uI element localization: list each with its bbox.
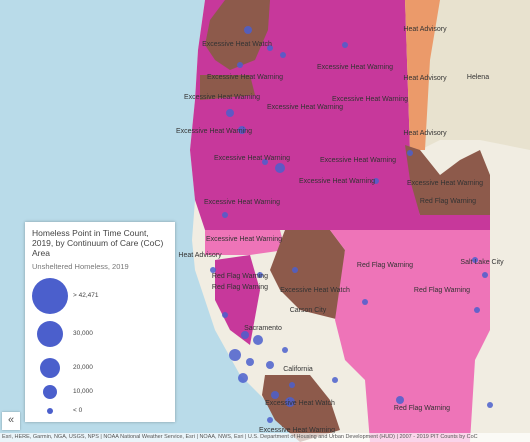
bubble bbox=[237, 62, 243, 68]
map-label: Red Flag Warning bbox=[414, 287, 470, 294]
city-label: Sacramento bbox=[244, 325, 282, 332]
map-label: Heat Advisory bbox=[403, 130, 447, 137]
bubble bbox=[280, 52, 286, 58]
bubble bbox=[266, 361, 274, 369]
map-label: Excessive Heat Warning bbox=[259, 427, 335, 434]
bubble bbox=[342, 42, 348, 48]
legend: Homeless Point in Time Count, 2019, by C… bbox=[25, 222, 175, 422]
collapse-button[interactable]: « bbox=[2, 412, 20, 430]
legend-symbol bbox=[40, 358, 60, 378]
heat-watch-area bbox=[200, 75, 255, 100]
legend-title: Homeless Point in Time Count, 2019, by C… bbox=[32, 228, 164, 258]
map-label: Excessive Heat Warning bbox=[299, 178, 375, 185]
bubble bbox=[482, 272, 488, 278]
red-flag-area bbox=[330, 230, 490, 442]
map-labels: Excessive Heat Watch Heat Advisory Exces… bbox=[176, 26, 504, 434]
legend-label: 10,000 bbox=[73, 388, 93, 395]
map-label: Excessive Heat Warning bbox=[207, 74, 283, 81]
bubble bbox=[238, 126, 246, 134]
bubble bbox=[210, 267, 216, 273]
map-label: Excessive Heat Warning bbox=[214, 155, 290, 162]
map-label: Excessive Heat Warning bbox=[267, 104, 343, 111]
legend-symbol bbox=[47, 408, 53, 414]
heat-watch-area bbox=[405, 145, 490, 215]
bubble bbox=[262, 159, 268, 165]
bubble bbox=[271, 391, 279, 399]
bubble bbox=[373, 178, 379, 184]
map-label: Red Flag Warning bbox=[212, 284, 268, 291]
map-label: Excessive Heat Warning bbox=[320, 157, 396, 164]
map-label: Excessive Heat Warning bbox=[184, 94, 260, 101]
legend-symbol bbox=[43, 385, 57, 399]
map-label: Red Flag Warning bbox=[357, 262, 413, 269]
bubble bbox=[267, 45, 273, 51]
heat-watch-area bbox=[270, 230, 345, 320]
bubble bbox=[222, 312, 228, 318]
heat-warning-area bbox=[190, 0, 490, 230]
bubble bbox=[238, 373, 248, 383]
legend-symbol bbox=[32, 278, 68, 314]
map-label: Excessive Heat Warning bbox=[332, 96, 408, 103]
map-label: Excessive Heat Warning bbox=[407, 180, 483, 187]
heat-watch-area bbox=[262, 375, 340, 442]
bubble bbox=[246, 358, 254, 366]
map-label: Red Flag Warning bbox=[394, 405, 450, 412]
bubble bbox=[289, 382, 295, 388]
legend-label: 20,000 bbox=[73, 364, 93, 371]
state-label: California bbox=[283, 366, 313, 373]
bubble bbox=[292, 267, 298, 273]
bubble bbox=[244, 26, 252, 34]
bubble bbox=[362, 299, 368, 305]
bubble bbox=[396, 396, 404, 404]
bubble bbox=[253, 335, 263, 345]
map-label: Excessive Heat Warning bbox=[204, 199, 280, 206]
map-label: Excessive Heat Warning bbox=[206, 236, 282, 243]
map-label: Heat Advisory bbox=[178, 252, 222, 259]
legend-label: 30,000 bbox=[73, 330, 93, 337]
heat-warning-area bbox=[215, 255, 260, 345]
bubble bbox=[472, 257, 478, 263]
map-label: Excessive Heat Warning bbox=[176, 128, 252, 135]
bubble bbox=[222, 212, 228, 218]
legend-symbols bbox=[32, 278, 68, 414]
legend-label: > 42,471 bbox=[73, 292, 99, 299]
map-label: Excessive Heat Warning bbox=[317, 64, 393, 71]
legend-subtitle: Unsheltered Homeless, 2019 bbox=[32, 262, 129, 271]
map-label: Red Flag Warning bbox=[420, 198, 476, 205]
homeless-bubbles bbox=[210, 26, 493, 423]
city-label: Helena bbox=[467, 74, 489, 81]
bubble bbox=[275, 163, 285, 173]
bubble bbox=[285, 397, 295, 407]
map-label: Heat Advisory bbox=[403, 26, 447, 33]
bubble bbox=[407, 150, 413, 156]
bubble bbox=[241, 331, 249, 339]
map-label: Excessive Heat Watch bbox=[265, 400, 335, 407]
city-label: Carson City bbox=[290, 307, 327, 314]
map-label: Excessive Heat Watch bbox=[280, 287, 350, 294]
bubble bbox=[474, 307, 480, 313]
bubble bbox=[282, 347, 288, 353]
attribution: Esri, HERE, Garmin, NGA, USGS, NPS | NOA… bbox=[0, 433, 530, 442]
bubble bbox=[257, 272, 263, 278]
legend-symbol bbox=[37, 321, 63, 347]
map-label: Red Flag Warning bbox=[212, 273, 268, 280]
city-label: Salt Lake City bbox=[460, 259, 504, 266]
heat-advisory-area bbox=[405, 0, 440, 150]
bubble bbox=[487, 402, 493, 408]
bubble bbox=[267, 417, 273, 423]
bubble bbox=[332, 377, 338, 383]
red-flag-area bbox=[205, 230, 285, 255]
heat-watch-area bbox=[205, 0, 270, 70]
map-label: Heat Advisory bbox=[403, 75, 447, 82]
bubble bbox=[229, 349, 241, 361]
bubble bbox=[226, 109, 234, 117]
map-label: Excessive Heat Watch bbox=[202, 41, 272, 48]
legend-label: < 0 bbox=[73, 407, 83, 414]
